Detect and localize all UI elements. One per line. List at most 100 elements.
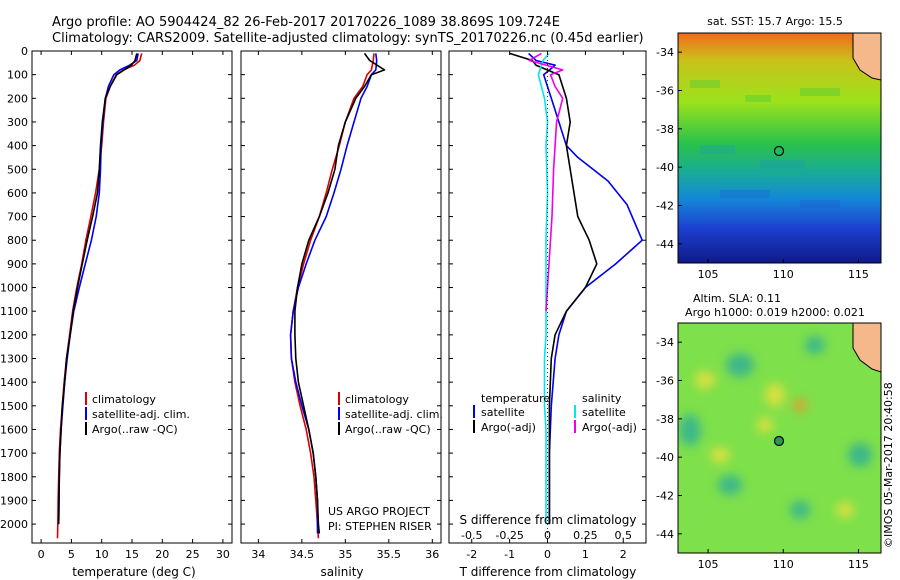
- lon-tick-label: 105: [698, 558, 719, 571]
- depth-tick-label: 1100: [0, 305, 28, 318]
- series-line: [528, 52, 564, 312]
- legend-label-argo: Argo(..raw -QC): [92, 423, 178, 436]
- project-annotation-line1: US ARGO PROJECT: [328, 505, 430, 518]
- sla-eddy: [679, 414, 701, 446]
- depth-tick-label: 1500: [0, 400, 28, 413]
- x-tick-label: 35.5: [377, 548, 402, 561]
- sst-map: [678, 33, 881, 263]
- x-tick-label: 15: [125, 548, 139, 561]
- lat-tick-label: -44: [656, 528, 674, 541]
- depth-tick-label: 500: [7, 163, 28, 176]
- lon-tick-label: 115: [848, 558, 869, 571]
- lat-tick-label: -40: [656, 161, 674, 174]
- header-line1: Argo profile: AO 5904424_82 26-Feb-2017 …: [52, 15, 560, 30]
- lon-tick-label: 110: [773, 268, 794, 281]
- depth-tick-label: 1700: [0, 447, 28, 460]
- sla-argo-marker: [773, 435, 785, 447]
- sla-eddy: [765, 383, 785, 407]
- depth-tick-marks: [32, 50, 646, 525]
- salinity-series: [289, 52, 386, 539]
- sla-lon-ticks: 105 110 115: [698, 549, 869, 571]
- depth-tick-label: 1800: [0, 471, 28, 484]
- sst-patch: [800, 200, 840, 208]
- x-tick-label: 5: [68, 548, 75, 561]
- x-tick-label: 20: [155, 548, 169, 561]
- lon-tick-label: 115: [848, 268, 869, 281]
- legend-label-t-argo: Argo(-adj): [481, 421, 536, 434]
- salinity-axis-label: salinity: [320, 565, 363, 579]
- x-tick-label-top: 0.5: [615, 529, 633, 542]
- sla-lat-ticks: -34 -36 -38 -40 -42 -44: [656, 336, 682, 541]
- difference-series: [509, 52, 644, 525]
- x-tick-label: 0: [544, 548, 551, 561]
- depth-tick-label: 800: [7, 234, 28, 247]
- difference-legend: temperature salinity satellite Argo(-adj…: [473, 392, 637, 434]
- sst-coast-land: [852, 33, 881, 81]
- sst-argo-marker: [773, 145, 785, 157]
- lat-tick-label: -34: [656, 336, 674, 349]
- sla-eddy: [793, 399, 807, 411]
- s-difference-axis-label: S difference from climatology: [460, 513, 637, 527]
- salinity-x-ticks: 34 34.5 35 35.5 36: [251, 51, 439, 561]
- x-tick-label: 30: [216, 548, 230, 561]
- x-tick-label-top: 0.25: [573, 529, 598, 542]
- x-tick-label: 1: [582, 548, 589, 561]
- imos-watermark: ©IMOS 05-Mar-2017 20:40:58: [882, 382, 895, 548]
- depth-tick-label: 200: [7, 92, 28, 105]
- legend-header-temperature: temperature: [481, 392, 550, 405]
- depth-tick-label: 1300: [0, 353, 28, 366]
- lat-tick-label: -36: [656, 85, 674, 98]
- x-tick-label: -2: [466, 548, 477, 561]
- series-line: [289, 53, 378, 534]
- temperature-panel-frame: [31, 50, 233, 544]
- temperature-x-ticks: 0 5 10 15 20 25 30: [38, 51, 230, 561]
- depth-tick-label: 1900: [0, 494, 28, 507]
- series-line: [294, 52, 386, 534]
- header-line2: Climatology: CARS2009. Satellite-adjuste…: [52, 31, 644, 46]
- legend-label-satellite: satellite-adj. clim.: [92, 408, 190, 421]
- lat-tick-label: -42: [656, 490, 674, 503]
- legend-label-argo: Argo(..raw -QC): [345, 423, 431, 436]
- depth-tick-label: 2000: [0, 518, 28, 531]
- salinity-panel-frame: [240, 50, 442, 544]
- sla-map-frame: [677, 322, 882, 554]
- sla-eddies: [679, 336, 872, 519]
- legend-label-climatology: climatology: [345, 393, 409, 406]
- depth-tick-label: 1600: [0, 423, 28, 436]
- x-tick-label-top: 0: [544, 529, 551, 542]
- lat-tick-label: -44: [656, 238, 674, 251]
- sst-patch: [760, 160, 805, 169]
- temperature-series: [56, 53, 143, 539]
- lat-tick-label: -34: [656, 46, 674, 59]
- series-line: [509, 52, 598, 525]
- sst-patch: [700, 145, 735, 154]
- x-tick-label-top: -0.25: [495, 529, 523, 542]
- depth-tick-label: 0: [21, 45, 28, 58]
- legend-label-climatology: climatology: [92, 393, 156, 406]
- lat-tick-label: -38: [656, 123, 674, 136]
- lon-tick-label: 110: [773, 558, 794, 571]
- lat-tick-label: -42: [656, 200, 674, 213]
- sla-eddy: [836, 502, 854, 518]
- lat-tick-label: -36: [656, 375, 674, 388]
- lat-tick-label: -38: [656, 413, 674, 426]
- sst-patch: [800, 88, 840, 96]
- lon-tick-label: 105: [698, 268, 719, 281]
- sla-eddy: [757, 417, 773, 433]
- legend-label-s-argo: Argo(-adj): [582, 421, 637, 434]
- sla-eddy: [790, 501, 810, 519]
- x-tick-label: 36: [425, 548, 439, 561]
- legend-label-t-satellite: satellite: [481, 406, 525, 419]
- legend-label-satellite: satellite-adj. clim.: [345, 408, 443, 421]
- difference-x-ticks: -2 -1 0 1 2: [466, 51, 627, 561]
- depth-tick-label: 400: [7, 140, 28, 153]
- sla-eddy: [718, 475, 742, 495]
- sst-patch: [690, 80, 720, 88]
- depth-tick-label: 1200: [0, 329, 28, 342]
- depth-tick-label: 700: [7, 211, 28, 224]
- x-tick-label-top: -0.5: [461, 529, 482, 542]
- series-line: [289, 53, 375, 539]
- depth-tick-label: 1400: [0, 376, 28, 389]
- legend-header-salinity: salinity: [582, 392, 622, 405]
